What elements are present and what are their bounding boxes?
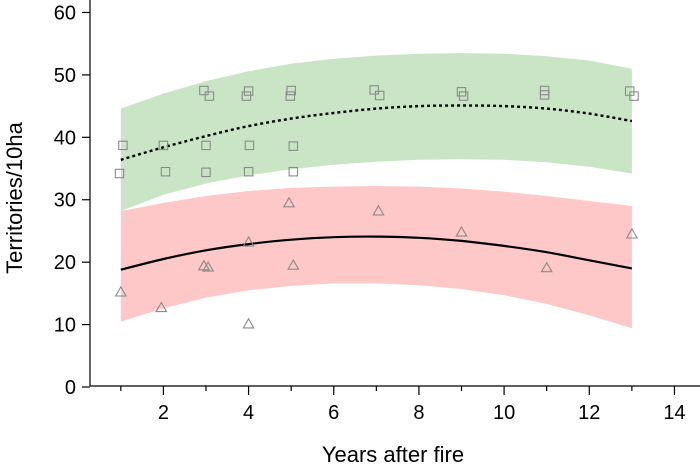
y-tick-label: 50 [54, 65, 76, 87]
square-point [629, 91, 639, 101]
square-point [374, 90, 385, 101]
y-tick-label: 10 [54, 315, 76, 337]
y-axis-title: Territories/10ha [2, 121, 27, 273]
square-point [241, 91, 252, 101]
square-point [244, 140, 255, 151]
y-tick-label: 20 [54, 252, 76, 274]
square-point [288, 141, 299, 151]
square-point [458, 91, 469, 101]
triangle-point [372, 204, 385, 216]
y-tick-label: 0 [65, 377, 76, 399]
triangle-point [155, 301, 168, 313]
square-point [539, 90, 550, 100]
y-tick-label: 60 [54, 2, 76, 24]
square-point [118, 140, 128, 151]
x-tick-label: 2 [158, 402, 169, 424]
square-point [160, 166, 171, 177]
x-tick-label: 10 [493, 402, 515, 424]
data-points [114, 85, 639, 329]
triangle-point [455, 225, 468, 237]
square-point [201, 140, 211, 151]
square-point [285, 91, 296, 101]
square-point [243, 166, 254, 177]
square-point [369, 85, 379, 95]
confidence-band-2 [120, 186, 632, 329]
square-point [204, 91, 215, 101]
triangle-point [282, 196, 296, 208]
y-tick-label: 40 [54, 127, 76, 149]
x-tick-label: 4 [243, 402, 254, 424]
fit-line-2 [120, 235, 633, 271]
square-point [288, 166, 299, 177]
square-point [199, 85, 209, 96]
square-point [243, 86, 254, 96]
square-point [114, 168, 125, 179]
axes: 0 10 20 30 40 50 60 2 4 6 8 10 12 14 [54, 0, 700, 424]
y-tick-label: 30 [54, 190, 76, 212]
square-point [286, 85, 296, 96]
confidence-band-1 [120, 53, 632, 211]
triangle-point [625, 227, 639, 239]
triangle-point [242, 235, 255, 247]
x-tick-label: 14 [663, 402, 685, 424]
triangle-point [540, 261, 553, 273]
triangle-point [287, 258, 300, 270]
square-point [158, 140, 169, 151]
x-tick-label: 6 [328, 402, 339, 424]
square-point [201, 167, 211, 178]
triangle-point [114, 285, 127, 297]
triangle-point [242, 317, 255, 329]
x-tick-label: 12 [578, 402, 600, 424]
triangle-point [201, 260, 215, 272]
confidence-bands [120, 53, 632, 329]
fit-lines [120, 104, 633, 271]
x-tick-label: 8 [413, 402, 424, 424]
x-axis-title: Years after fire [322, 442, 464, 467]
